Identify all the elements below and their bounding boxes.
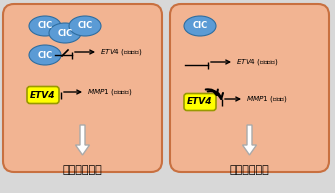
Text: $\it{ETV4}$ (발현시작): $\it{ETV4}$ (발현시작) — [236, 57, 278, 67]
Text: CIC: CIC — [57, 29, 73, 37]
FancyArrow shape — [243, 125, 257, 155]
Text: $\it{ETV4}$ (발현억제): $\it{ETV4}$ (발현억제) — [100, 47, 142, 57]
Text: ETV4: ETV4 — [187, 97, 213, 107]
Text: ETV4: ETV4 — [30, 91, 56, 100]
Ellipse shape — [69, 16, 101, 36]
Ellipse shape — [29, 16, 61, 36]
Text: CIC: CIC — [192, 21, 208, 30]
Ellipse shape — [49, 23, 81, 43]
Text: 정상수준유지: 정상수준유지 — [63, 165, 103, 175]
Text: CIC: CIC — [38, 21, 53, 30]
Ellipse shape — [29, 45, 61, 65]
FancyBboxPatch shape — [3, 4, 162, 172]
Text: CIC: CIC — [38, 51, 53, 59]
FancyBboxPatch shape — [184, 93, 216, 111]
Text: $\it{MMP1}$ (정상발현): $\it{MMP1}$ (정상발현) — [87, 87, 132, 97]
FancyBboxPatch shape — [27, 86, 59, 103]
Ellipse shape — [184, 16, 216, 36]
FancyArrow shape — [75, 125, 89, 155]
Text: CIC: CIC — [77, 21, 92, 30]
FancyBboxPatch shape — [170, 4, 329, 172]
Text: 간암진행쳙진: 간암진행쳙진 — [229, 165, 269, 175]
Text: $\it{MMP1}$ (과발현): $\it{MMP1}$ (과발현) — [246, 94, 288, 104]
